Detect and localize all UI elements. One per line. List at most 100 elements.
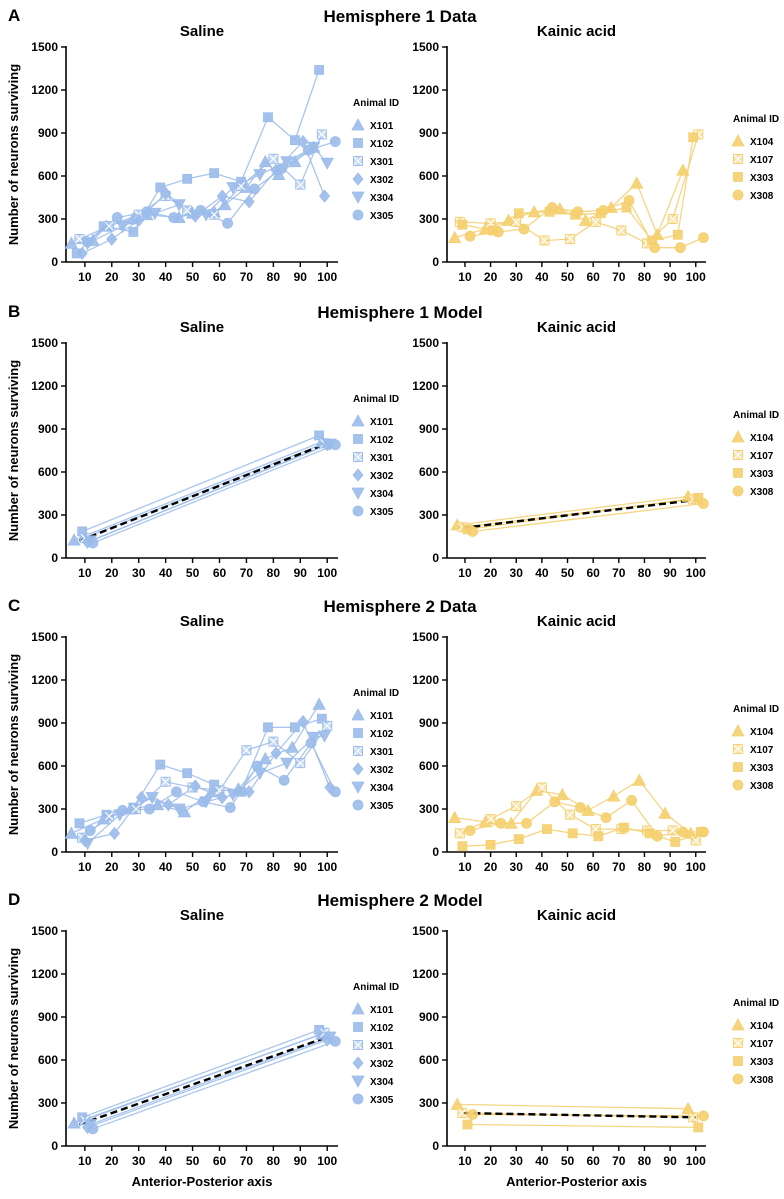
- y-tick-label: 1200: [412, 967, 439, 981]
- legend-label: X303: [750, 173, 774, 184]
- data-point: [305, 737, 317, 749]
- data-point: [145, 792, 159, 805]
- data-point: [677, 826, 689, 838]
- legend-label: X303: [750, 763, 774, 774]
- legend-marker: [351, 1075, 365, 1088]
- x-tick-label: 60: [213, 270, 227, 284]
- legend-label: X102: [370, 139, 394, 150]
- legend-label: X101: [370, 121, 394, 132]
- legend-marker: [352, 468, 364, 482]
- data-point: [226, 182, 240, 195]
- data-point: [316, 713, 327, 724]
- x-tick-label: 100: [317, 1154, 337, 1168]
- legend-label: X104: [750, 137, 774, 148]
- chart-subtitle: Saline: [180, 907, 224, 924]
- data-point: [280, 156, 294, 169]
- x-tick-label: 90: [294, 860, 308, 874]
- series-points-x302: [79, 714, 336, 848]
- data-point: [280, 757, 294, 770]
- y-tick-label: 600: [419, 759, 439, 773]
- data-point: [485, 839, 496, 850]
- x-tick-label: 40: [159, 860, 173, 874]
- series-points-x301: [77, 720, 333, 843]
- series-line-x301: [81, 725, 328, 839]
- section-title: Hemisphere 2 Data: [323, 597, 477, 616]
- data-point: [76, 246, 88, 261]
- data-point: [241, 745, 252, 756]
- y-tick-label: 0: [432, 845, 439, 859]
- panel-letter: B: [8, 302, 20, 321]
- y-tick-label: 1500: [31, 924, 58, 938]
- data-point: [320, 157, 334, 170]
- x-tick-label: 10: [458, 860, 472, 874]
- data-point: [182, 768, 193, 779]
- data-point: [297, 714, 309, 729]
- x-tick-label: 10: [458, 270, 472, 284]
- legend-marker: [352, 762, 364, 776]
- data-point: [74, 818, 85, 829]
- x-tick-label: 50: [561, 1154, 575, 1168]
- legend: Animal ID X101 X102 X301 X302 X304 X305: [351, 394, 399, 518]
- legend-title: Animal ID: [353, 982, 399, 993]
- x-tick-label: 40: [535, 270, 549, 284]
- y-tick-label: 900: [38, 716, 58, 730]
- legend-label: X101: [370, 711, 394, 722]
- data-point: [619, 822, 629, 833]
- x-tick-label: 100: [686, 270, 706, 284]
- legend-label: X104: [750, 433, 774, 444]
- x-tick-label: 30: [132, 566, 146, 580]
- data-point: [674, 242, 686, 254]
- data-point: [64, 236, 79, 249]
- data-point: [243, 785, 255, 799]
- legend-marker: [352, 1093, 364, 1105]
- legend-marker: [353, 1040, 363, 1050]
- data-point: [462, 1119, 473, 1130]
- y-tick-label: 1500: [412, 40, 439, 54]
- y-tick-label: 600: [38, 1053, 58, 1067]
- y-tick-label: 1200: [412, 83, 439, 97]
- y-tick-label: 900: [38, 422, 58, 436]
- legend-marker: [733, 172, 743, 182]
- model-fit-line: [462, 498, 696, 530]
- x-tick-label: 80: [267, 1154, 281, 1168]
- legend-marker: [732, 189, 744, 201]
- panel-b: B Hemisphere 1 Model Number of neurons sur…: [6, 302, 779, 580]
- y-tick-label: 900: [38, 126, 58, 140]
- data-point: [565, 234, 576, 245]
- data-point: [322, 720, 333, 731]
- data-point: [454, 828, 465, 839]
- data-point: [312, 697, 326, 710]
- legend-marker: [351, 708, 365, 721]
- legend-label: X308: [750, 191, 774, 202]
- legend-marker: [733, 154, 743, 164]
- data-point: [104, 221, 115, 232]
- chart-kainic: Kainic acid 0 300 600 900 1200 1500 10 20 30 40 50 6…: [412, 319, 779, 580]
- legend-marker: [352, 1056, 364, 1070]
- x-tick-label: 20: [484, 1154, 498, 1168]
- series-line-x302: [81, 140, 326, 254]
- series-points-x305: [87, 1035, 341, 1135]
- data-point: [216, 189, 228, 203]
- legend-marker: [731, 724, 745, 737]
- y-tick-label: 0: [51, 551, 58, 565]
- x-tick-label: 100: [317, 566, 337, 580]
- data-point: [216, 790, 228, 805]
- y-tick-label: 600: [38, 169, 58, 183]
- data-point: [218, 197, 232, 211]
- x-tick-label: 30: [510, 566, 524, 580]
- x-tick-label: 100: [317, 860, 337, 874]
- data-point: [572, 206, 584, 218]
- legend-marker: [733, 1038, 743, 1048]
- data-point: [290, 722, 300, 733]
- data-point: [108, 826, 120, 840]
- data-point: [209, 168, 220, 179]
- y-tick-label: 900: [419, 716, 439, 730]
- x-tick-label: 80: [267, 566, 281, 580]
- data-point: [197, 796, 209, 808]
- legend: Animal ID X104 X107 X303 X308: [731, 998, 779, 1086]
- series-line-x308: [472, 502, 704, 533]
- data-point: [464, 825, 476, 836]
- data-point: [263, 112, 273, 123]
- series-line-x303: [467, 1123, 699, 1129]
- data-point: [565, 809, 576, 820]
